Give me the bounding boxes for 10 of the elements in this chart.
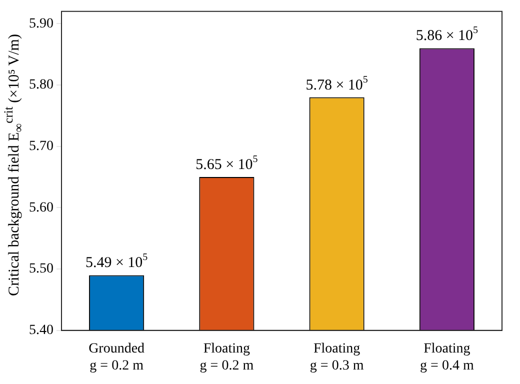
y-tick-label: 5.50 [29,262,54,277]
x-tick-label: Floating g = 0.3 m [310,341,364,374]
y-tick-label: 5.80 [29,78,54,93]
x-tick-label: Floating g = 0.4 m [420,341,474,374]
y-tick-label: 5.40 [29,323,54,338]
y-tick-label: 5.90 [29,16,54,32]
x-tick-label: Grounded g = 0.2 m [88,341,145,374]
y-tick-label: 5.70 [29,139,54,154]
y-tick-label: 5.60 [29,200,54,216]
x-tick-label: Floating g = 0.2 m [200,341,254,374]
